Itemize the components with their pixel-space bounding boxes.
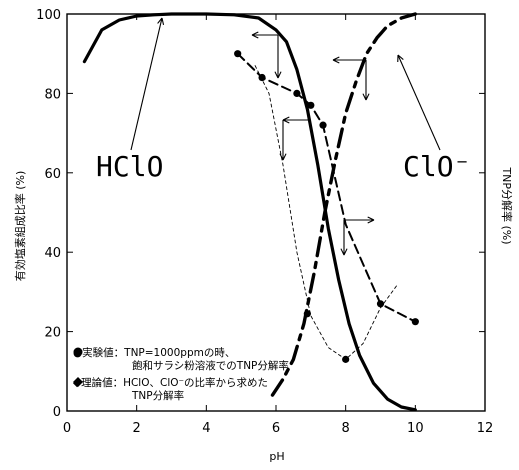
arrow-left-top-head: [251, 31, 259, 39]
x-tick-label: 8: [342, 421, 350, 436]
y-tick-label: 20: [44, 326, 61, 341]
data-point: [303, 310, 311, 318]
x-tick-label: 4: [202, 421, 210, 436]
data-point: [307, 101, 315, 109]
data-point: [319, 121, 327, 129]
arrow-right-low-head: [367, 216, 375, 224]
x-tick-label: 0: [63, 421, 71, 436]
clo-pointer-arrow: [397, 54, 441, 151]
series-line-2: [236, 52, 417, 323]
legend-marker-experimental: [73, 347, 83, 357]
legend-theory-2: TNP分解率: [131, 389, 184, 402]
data-point: [234, 50, 242, 58]
arrow-left-right-head: [332, 56, 340, 64]
y-axis-label-right: TNP分解率 (%): [500, 166, 514, 244]
x-tick-label: 12: [477, 421, 494, 436]
hclo-pointer-arrow: [130, 17, 163, 151]
y-tick-label: 80: [44, 87, 61, 102]
y-axis-label-left: 有効塩素組成比率 (%): [13, 171, 27, 282]
data-point: [293, 89, 301, 97]
series-line-3: [254, 65, 399, 360]
legend-theory: ◆理論値：HClO、ClO⁻の比率から求めた: [73, 376, 268, 389]
y-tick-label: 0: [53, 405, 61, 420]
y-tick-label: 100: [36, 8, 61, 23]
arrow-left-mid-head: [282, 116, 290, 124]
hclo-pointer-arrow-head: [157, 17, 165, 25]
hclo-label: HClO: [96, 150, 163, 183]
arrow-down-top-head: [274, 71, 282, 79]
legend-experimental: ●実験値：TNP=1000ppmの時、: [73, 346, 235, 359]
data-point: [411, 318, 419, 326]
clo-label: ClO⁻: [403, 150, 470, 183]
data-point: [258, 73, 266, 82]
y-tick-label: 40: [44, 246, 61, 261]
series-line-0: [82, 12, 417, 412]
data-point: [342, 355, 350, 363]
data-point: [376, 300, 385, 308]
x-axis-label: pH: [269, 450, 284, 463]
series-layer: [82, 12, 417, 412]
annotation-arrows: [130, 17, 441, 256]
tick-labels: 0 2 4 6 8 10 12 0 20 40 60 80 100: [36, 8, 493, 436]
arrow-down-low-head: [340, 248, 348, 256]
series-line-1: [270, 12, 417, 397]
legend-marker-theory: [73, 377, 83, 387]
x-tick-label: 10: [407, 421, 424, 436]
legend-experimental-2: 飽和サラシ粉溶液でのTNP分解率: [132, 359, 289, 372]
arrow-down-right-head: [362, 93, 370, 101]
x-tick-label: 2: [133, 421, 141, 436]
clo-pointer-arrow-head: [397, 54, 404, 63]
y-tick-label: 60: [44, 167, 61, 182]
marker-layer: [73, 50, 419, 387]
x-tick-label: 6: [272, 421, 280, 436]
arrow-down-mid-head: [279, 153, 287, 161]
